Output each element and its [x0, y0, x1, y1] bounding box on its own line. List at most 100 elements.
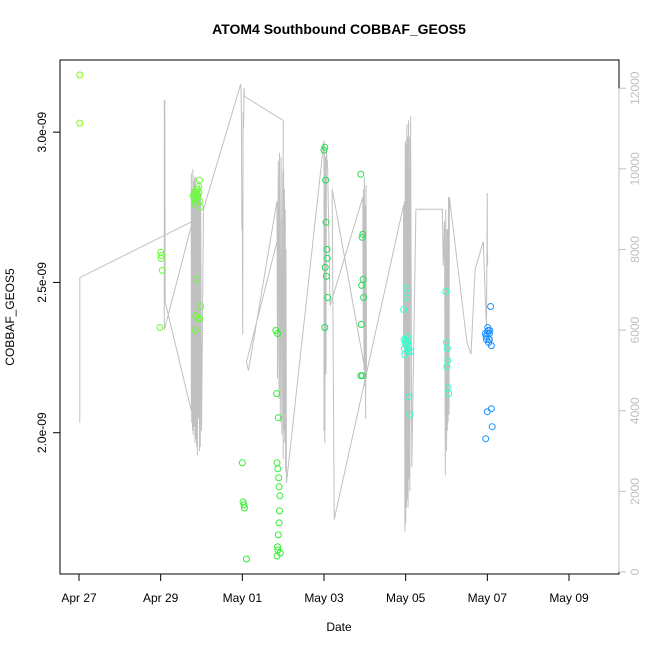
series-1 [156, 176, 205, 334]
data-point [401, 339, 409, 346]
data-point [400, 306, 408, 313]
x-tick-label: Apr 27 [61, 591, 97, 605]
y2-tick-label: 2000 [628, 478, 642, 505]
y-tick-label: 2.0e-09 [35, 412, 49, 453]
data-point [357, 372, 365, 380]
data-point [195, 188, 203, 196]
series-0 [76, 71, 84, 127]
data-point [275, 474, 283, 482]
data-point [273, 459, 281, 467]
series-2 [238, 327, 284, 563]
data-point [275, 519, 283, 527]
data-point [322, 218, 330, 226]
data-point [322, 272, 330, 280]
y2-tick-label: 6000 [628, 316, 642, 343]
y-axis-label: COBBAF_GEOS5 [3, 268, 17, 366]
altitude-line [79, 84, 489, 532]
data-point [157, 254, 165, 262]
altitude-line-layer [79, 84, 489, 532]
chart-title: ATOM4 Southbound COBBAF_GEOS5 [212, 21, 466, 37]
plot-area [59, 59, 620, 575]
x-axis-label: Date [326, 620, 352, 634]
data-point [357, 321, 365, 328]
data-point [321, 263, 329, 271]
data-point [158, 251, 165, 259]
data-point [442, 288, 450, 295]
data-point [196, 315, 203, 322]
x-tick-label: May 03 [304, 591, 344, 605]
x-tick-label: May 05 [386, 591, 426, 605]
data-point [405, 348, 412, 356]
data-point [403, 284, 411, 292]
data-point [323, 245, 331, 253]
data-point [406, 411, 414, 419]
data-point [358, 233, 366, 241]
data-point [156, 324, 164, 331]
data-point [197, 303, 205, 310]
data-point [487, 405, 495, 413]
data-point [242, 555, 250, 563]
scatter-point-layer [76, 71, 496, 563]
y2-axis-altitude: 0 2000 4000 6000 8000 10000 12000 [618, 71, 642, 575]
data-point [443, 345, 451, 353]
data-point [357, 170, 365, 178]
data-point [482, 435, 490, 443]
x-tick-label: May 07 [468, 591, 508, 605]
series-3 [320, 143, 368, 380]
x-tick-label: May 09 [549, 591, 589, 605]
data-point [445, 390, 452, 398]
series-4 [400, 284, 452, 419]
data-point [324, 294, 332, 301]
data-point [275, 483, 283, 491]
data-point [238, 459, 246, 467]
data-point [487, 303, 495, 310]
data-point [273, 390, 281, 398]
data-point [193, 275, 201, 283]
data-point [276, 507, 283, 515]
data-point [274, 543, 281, 551]
data-point [196, 176, 203, 184]
data-point [191, 197, 199, 205]
data-point [321, 324, 329, 331]
data-point [359, 230, 367, 238]
data-point [323, 254, 331, 262]
data-point [240, 501, 248, 509]
data-point [485, 336, 493, 343]
data-point [76, 119, 84, 127]
data-point [407, 348, 415, 356]
data-point [191, 327, 199, 334]
data-point [483, 408, 491, 416]
data-point [320, 146, 328, 154]
data-point [488, 423, 496, 431]
y-tick-label: 3.0e-09 [35, 111, 49, 152]
y2-tick-label: 0 [628, 568, 642, 575]
data-point [405, 393, 413, 401]
data-point [276, 492, 284, 500]
y2-tick-label: 12000 [628, 71, 642, 105]
data-point [443, 363, 451, 371]
y2-tick-label: 10000 [628, 152, 642, 186]
data-point [321, 143, 329, 151]
data-point [196, 203, 204, 211]
x-tick-label: May 01 [223, 591, 263, 605]
data-point [487, 342, 495, 350]
data-point [360, 294, 368, 301]
data-point [322, 176, 330, 184]
y-tick-label: 2.5e-09 [35, 262, 49, 303]
data-point [274, 465, 282, 473]
data-point [484, 327, 492, 334]
data-point [403, 294, 410, 301]
y2-tick-label: 8000 [628, 236, 642, 263]
data-point [240, 504, 248, 512]
data-point [274, 531, 282, 539]
series-5 [481, 303, 496, 443]
data-point [76, 71, 84, 79]
data-point [274, 546, 282, 554]
x-tick-label: Apr 29 [143, 591, 179, 605]
data-point [158, 266, 166, 274]
data-point [358, 281, 366, 289]
y2-tick-label: 4000 [628, 397, 642, 424]
x-axis: Apr 27 Apr 29 May 01 May 03 May 05 May 07 May … [61, 573, 589, 605]
y-axis: 2.0e-09 2.5e-09 3.0e-09 [35, 111, 61, 453]
